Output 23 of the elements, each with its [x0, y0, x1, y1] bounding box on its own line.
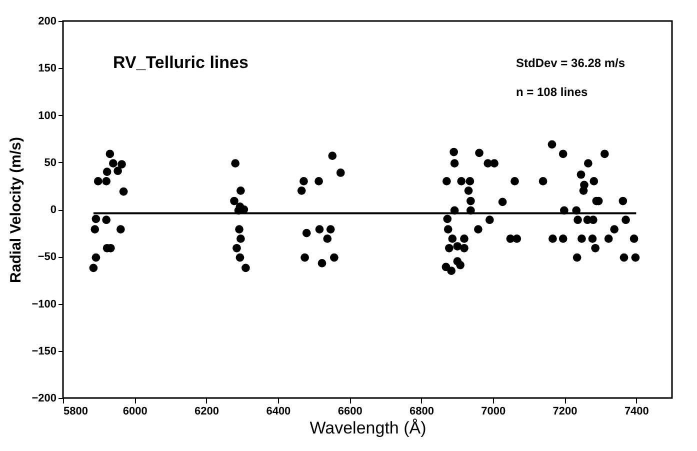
y-tick-label: −50 [38, 251, 56, 264]
x-tick-label: 6000 [122, 406, 148, 418]
annotation: StdDev = 36.28 m/s [516, 56, 626, 70]
annotation: n = 108 lines [516, 85, 588, 99]
y-tick-label: 0 [50, 204, 56, 216]
y-tick-label: −100 [32, 298, 56, 310]
x-tick-label: 6400 [266, 406, 291, 418]
x-tick-label: 6600 [338, 406, 362, 418]
x-axis-title: Wavelength (Å) [310, 418, 426, 438]
x-tick-label: 7400 [624, 406, 649, 418]
x-tick-label: 7000 [481, 406, 506, 418]
y-tick-label: 100 [38, 110, 56, 122]
y-axis-title: Radial Velocity (m/s) [8, 137, 25, 283]
y-tick-label: −150 [32, 345, 56, 358]
x-tick-label: 6800 [409, 406, 434, 418]
text: RV_Telluric lines [113, 53, 248, 72]
y-tick-label: 200 [38, 16, 56, 28]
y-tick-label: 50 [44, 156, 56, 169]
x-tick-label: 5800 [64, 406, 88, 418]
y-tick-label: −200 [32, 392, 56, 404]
x-tick-label: 7200 [552, 406, 578, 418]
y-tick-label: 150 [38, 62, 56, 75]
x-tick-label: 6200 [194, 406, 220, 418]
